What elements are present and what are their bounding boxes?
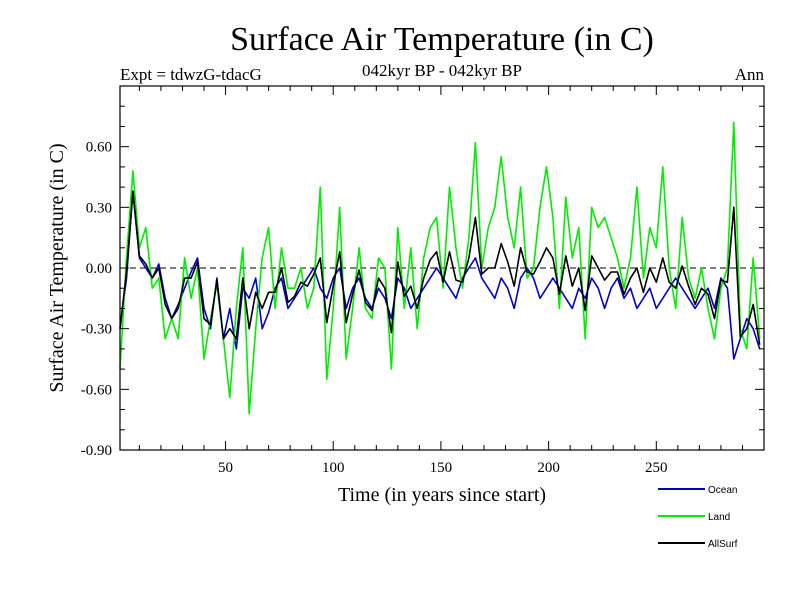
y-axis-label: Surface Air Temperature (in C)	[46, 143, 68, 392]
expt-label: Expt = tdwzG-tdacG	[120, 65, 262, 84]
chart-title: Surface Air Temperature (in C)	[230, 21, 654, 58]
legend-label-allsurf: AllSurf	[708, 539, 738, 550]
y-tick-label: 0.60	[86, 140, 112, 156]
y-tick-label: -0.60	[81, 382, 112, 398]
y-tick-label: 0.00	[86, 261, 112, 277]
series-line-land	[119, 121, 761, 415]
x-tick-label: 100	[322, 460, 345, 476]
x-axis-label: Time (in years since start)	[338, 484, 546, 506]
y-tick-label: -0.30	[81, 322, 112, 338]
legend-label-ocean: Ocean	[708, 485, 737, 496]
legend-label-land: Land	[708, 512, 730, 523]
x-tick-label: 50	[218, 460, 233, 476]
x-tick-label: 150	[430, 460, 453, 476]
season-label: Ann	[735, 65, 765, 84]
series-line-allsurf	[119, 190, 761, 345]
legend: Ocean Land AllSurf	[658, 485, 738, 550]
y-tick-label: -0.90	[81, 443, 112, 459]
x-tick-label: 200	[537, 460, 560, 476]
y-tick-label: 0.30	[86, 200, 112, 216]
chart-subtitle: 042kyr BP - 042kyr BP	[362, 61, 522, 80]
x-tick-label: 250	[645, 460, 668, 476]
plot-area	[119, 121, 764, 415]
series-line-ocean	[119, 190, 761, 360]
axes: 50 100 150 200 250 -0.90 -0.60 -0.30 0.00 0.30 0.6…	[81, 85, 764, 476]
